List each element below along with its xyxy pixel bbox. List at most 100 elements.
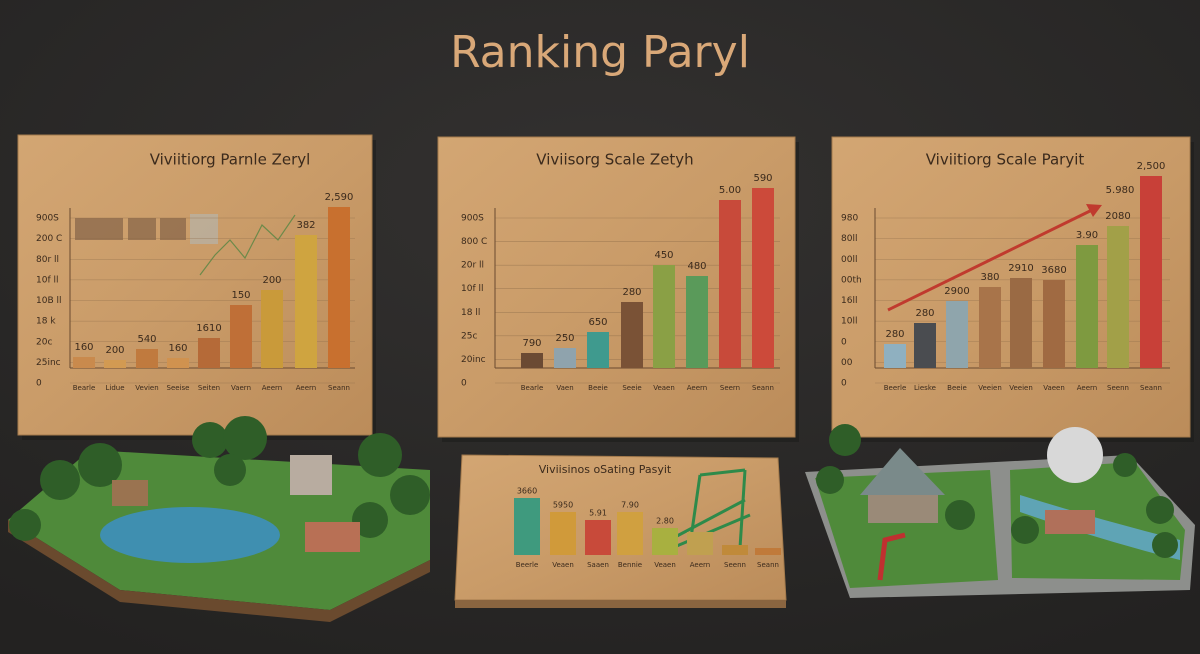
board-title: Viviisorg Scale Zetyh bbox=[536, 151, 693, 169]
bar bbox=[755, 548, 781, 555]
x-label: Seann bbox=[328, 384, 350, 392]
value-label: 1610 bbox=[196, 323, 221, 334]
x-label: Beerle bbox=[516, 561, 539, 569]
x-label: Aeern bbox=[690, 561, 710, 569]
bar bbox=[946, 301, 968, 368]
x-label: Lidue bbox=[105, 384, 124, 392]
x-label: Veeien bbox=[1009, 384, 1033, 392]
bar bbox=[550, 512, 576, 555]
x-label: Vaeen bbox=[1043, 384, 1065, 392]
pavilion bbox=[290, 455, 332, 495]
decor-line bbox=[199, 214, 296, 276]
board bbox=[17, 134, 373, 436]
x-label: Seenn bbox=[1107, 384, 1129, 392]
y-label: 10ll bbox=[841, 317, 857, 327]
x-label: Veaen bbox=[552, 561, 574, 569]
x-label: Seiten bbox=[198, 384, 220, 392]
y-label: 800 C bbox=[461, 237, 487, 247]
y-label: 0 bbox=[841, 337, 847, 347]
bar bbox=[979, 287, 1001, 368]
y-label: 0 bbox=[461, 379, 467, 389]
value-label: 5950 bbox=[553, 501, 573, 510]
y-label: 25inc bbox=[36, 358, 61, 368]
decor-box bbox=[128, 218, 156, 240]
roof bbox=[860, 448, 945, 495]
bar bbox=[1140, 176, 1162, 368]
board-title: Viviitiorg Parnle Zeryl bbox=[150, 151, 311, 169]
y-label: 980 bbox=[841, 214, 858, 224]
x-label: Seeise bbox=[167, 384, 190, 392]
value-label: 200 bbox=[262, 275, 281, 286]
x-label: Vaen bbox=[556, 384, 573, 392]
bar bbox=[884, 344, 906, 368]
value-label: 280 bbox=[622, 287, 641, 298]
y-label: 20r ll bbox=[461, 261, 484, 271]
value-label: 480 bbox=[687, 261, 706, 272]
house bbox=[305, 522, 360, 552]
bar bbox=[1076, 245, 1098, 368]
bar bbox=[653, 265, 675, 368]
bar bbox=[295, 235, 317, 368]
path bbox=[877, 532, 906, 581]
page-title: Ranking Paryl bbox=[450, 27, 750, 78]
value-label: 280 bbox=[885, 329, 904, 340]
x-label: Vevien bbox=[135, 384, 158, 392]
x-label: Aeern bbox=[296, 384, 316, 392]
dome bbox=[1047, 427, 1103, 483]
value-label: 380 bbox=[980, 272, 999, 283]
y-label: 00 bbox=[841, 358, 853, 368]
x-label: Aeern bbox=[687, 384, 707, 392]
bar bbox=[652, 528, 678, 555]
value-label: 280 bbox=[915, 308, 934, 319]
x-label: Aeern bbox=[262, 384, 282, 392]
value-label: 3660 bbox=[517, 487, 537, 496]
bar bbox=[617, 512, 643, 555]
board-title: Viviitiorg Scale Paryit bbox=[926, 151, 1085, 169]
bar bbox=[722, 545, 748, 555]
y-label: 80r ll bbox=[36, 255, 59, 265]
value-label: 160 bbox=[168, 343, 187, 354]
bar bbox=[719, 200, 741, 368]
bar bbox=[752, 188, 774, 368]
bar bbox=[1010, 278, 1032, 368]
value-label: 590 bbox=[753, 173, 772, 184]
decor-box bbox=[75, 218, 123, 240]
value-label: 382 bbox=[296, 220, 315, 231]
y-label: 10f ll bbox=[461, 284, 483, 294]
y-label: 80ll bbox=[841, 234, 857, 244]
x-label: Bennie bbox=[618, 561, 642, 569]
pond bbox=[100, 507, 280, 563]
x-label: Seann bbox=[757, 561, 779, 569]
y-label: 00th bbox=[841, 275, 862, 285]
bar bbox=[198, 338, 220, 368]
x-label: Seeie bbox=[622, 384, 641, 392]
bar bbox=[521, 353, 543, 368]
value-label: 250 bbox=[555, 333, 574, 344]
bar bbox=[554, 348, 576, 368]
x-label: Seann bbox=[752, 384, 774, 392]
y-label: 200 C bbox=[36, 234, 62, 244]
y-label: 18 k bbox=[36, 317, 56, 327]
bar bbox=[328, 207, 350, 368]
bar bbox=[686, 276, 708, 368]
value-label: 650 bbox=[588, 317, 607, 328]
bottom-board-title: Viviisinos oSating Pasyit bbox=[539, 463, 672, 476]
bar bbox=[514, 498, 540, 555]
bar bbox=[1107, 226, 1129, 368]
value-label: 450 bbox=[654, 250, 673, 261]
x-label: Vaern bbox=[231, 384, 251, 392]
bar bbox=[621, 302, 643, 368]
bar bbox=[136, 349, 158, 368]
value-label: 790 bbox=[522, 338, 541, 349]
barn bbox=[868, 495, 938, 523]
value-label: 2900 bbox=[944, 286, 969, 297]
trend-arrow bbox=[887, 208, 1093, 312]
x-label: Saaen bbox=[587, 561, 609, 569]
y-label: 20c bbox=[36, 337, 52, 347]
x-label: Beeie bbox=[588, 384, 608, 392]
value-label: 2.80 bbox=[656, 517, 674, 526]
decor-box bbox=[160, 218, 186, 240]
x-label: Aeern bbox=[1077, 384, 1097, 392]
